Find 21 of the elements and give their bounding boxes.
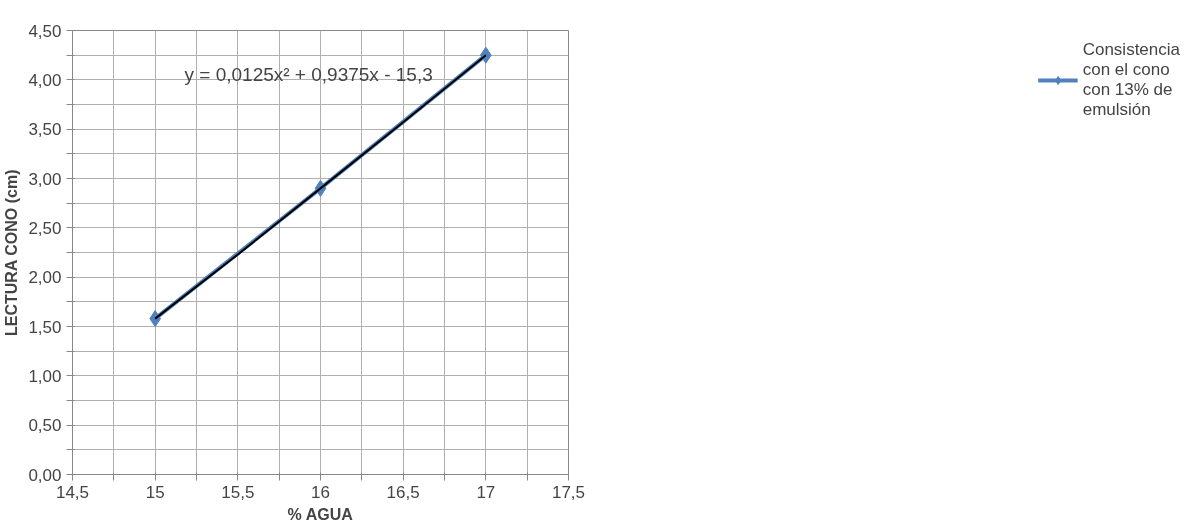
y-axis-title: LECTURA CONO (cm) xyxy=(3,169,21,337)
y-tick-label: 4,00 xyxy=(28,70,62,90)
y-tick-label: 1,50 xyxy=(28,317,62,337)
legend-label: Consistencia con el cono con 13% de emulsión xyxy=(1082,40,1180,120)
x-tick-label: 14,5 xyxy=(55,482,90,502)
y-tick-label: 1,00 xyxy=(28,366,62,386)
y-tick-label: 3,50 xyxy=(28,120,62,140)
y-tick-label: 0,00 xyxy=(28,465,62,485)
x-tick-label: 16 xyxy=(311,482,330,502)
y-tick-label: 0,50 xyxy=(28,416,62,436)
y-tick-label: 4,50 xyxy=(28,21,62,41)
x-tick-label: 17 xyxy=(476,482,496,502)
y-tick-label: 2,50 xyxy=(28,218,62,238)
x-tick-label: 15,5 xyxy=(221,482,255,502)
annotation: y = 0,0125x² + 0,9375x - 15,3 xyxy=(184,63,433,85)
x-tick-label: 15 xyxy=(145,482,165,502)
x-tick-label: 17,5 xyxy=(551,482,586,502)
y-tick-label: 2,00 xyxy=(28,268,62,288)
x-axis-title: % AGUA xyxy=(287,505,354,523)
y-tick-label: 3,00 xyxy=(28,169,62,189)
x-tick-label: 16,5 xyxy=(386,482,420,502)
